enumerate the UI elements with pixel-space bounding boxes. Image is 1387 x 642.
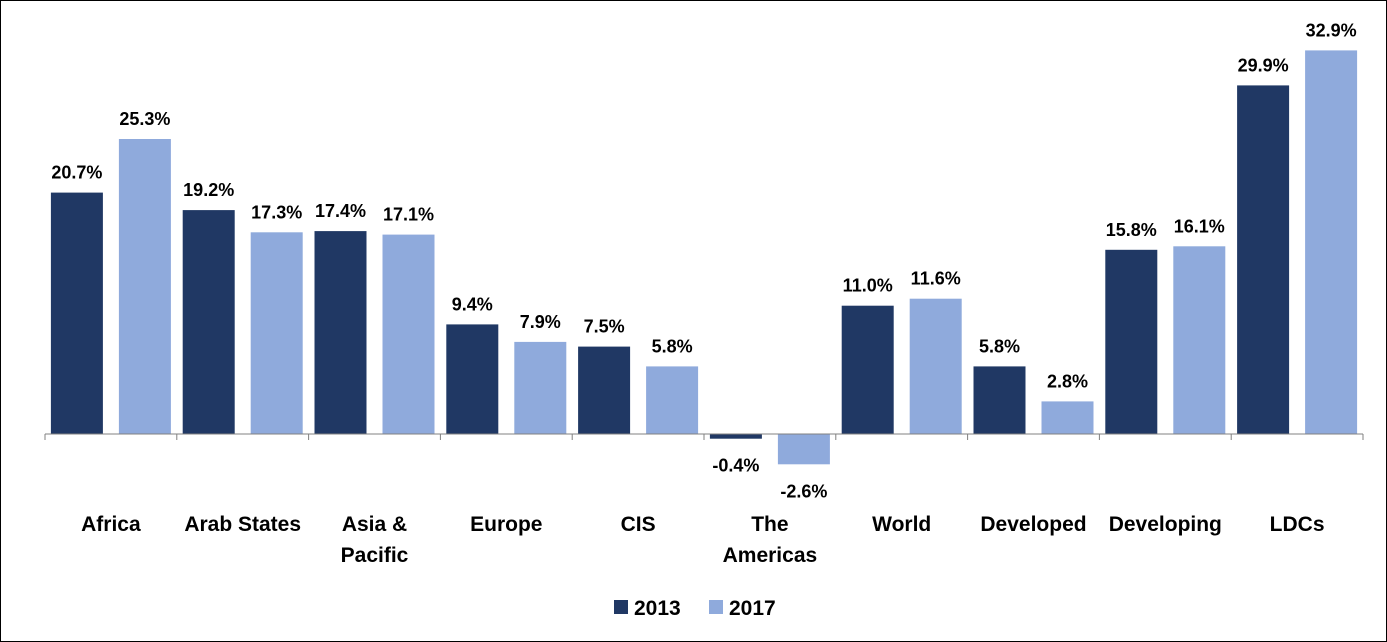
bar-2013-0 bbox=[50, 192, 103, 434]
bar-labels-group: 20.7% 25.3% 19.2% 17.3% 17.4% 17.1% 9.4% 7.9% 7.… bbox=[51, 20, 1356, 501]
bar-2013-9 bbox=[1237, 85, 1290, 435]
category-label-5: The Americas bbox=[723, 513, 818, 567]
category-label-7: Developed bbox=[980, 513, 1086, 536]
bar-2013-7 bbox=[973, 366, 1026, 434]
data-label-2013-1: 19.2% bbox=[183, 180, 234, 200]
data-label-2013-7: 5.8% bbox=[979, 336, 1020, 356]
data-label-2017-6: 11.6% bbox=[911, 269, 961, 289]
data-label-2013-9: 29.9% bbox=[1238, 55, 1289, 75]
category-label-9: LDCs bbox=[1270, 513, 1325, 536]
bar-2013-8 bbox=[1105, 249, 1158, 434]
legend-swatch-2013 bbox=[614, 600, 628, 614]
data-label-2013-5: -0.4% bbox=[712, 456, 759, 476]
category-label-1: Arab States bbox=[184, 513, 301, 536]
data-label-2017-2: 17.1% bbox=[383, 205, 434, 225]
data-label-2017-7: 2.8% bbox=[1047, 371, 1088, 391]
bar-2017-5 bbox=[777, 434, 830, 465]
bar-2017-7 bbox=[1041, 401, 1094, 434]
category-label-4: CIS bbox=[621, 513, 656, 536]
x-axis bbox=[44, 433, 1364, 440]
bar-2017-9 bbox=[1305, 50, 1358, 435]
data-label-2017-0: 25.3% bbox=[119, 109, 170, 129]
legend: 2013 2017 bbox=[614, 597, 776, 620]
bar-2017-6 bbox=[909, 298, 962, 434]
data-label-2013-0: 20.7% bbox=[51, 163, 102, 183]
category-label-0: Africa bbox=[81, 513, 141, 536]
data-label-2013-8: 15.8% bbox=[1106, 220, 1157, 240]
data-label-2013-3: 9.4% bbox=[452, 294, 493, 314]
bar-2013-5 bbox=[709, 434, 762, 439]
legend-label-2013: 2013 bbox=[634, 597, 681, 620]
category-label-2: Asia & Pacific bbox=[341, 513, 409, 567]
bar-2017-4 bbox=[646, 366, 699, 434]
data-label-2013-4: 7.5% bbox=[584, 317, 625, 337]
data-label-2013-2: 17.4% bbox=[315, 201, 366, 221]
category-label-8: Developing bbox=[1109, 513, 1222, 536]
bar-2013-4 bbox=[578, 346, 631, 434]
bars-group bbox=[50, 50, 1358, 465]
bar-2013-2 bbox=[314, 231, 367, 434]
bar-2017-0 bbox=[118, 139, 171, 434]
category-label-6: World bbox=[872, 513, 931, 536]
data-label-2017-3: 7.9% bbox=[520, 312, 561, 332]
data-label-2017-1: 17.3% bbox=[251, 202, 302, 222]
bar-2013-3 bbox=[446, 324, 499, 434]
bar-2017-3 bbox=[514, 341, 567, 434]
bar-2017-1 bbox=[250, 232, 303, 434]
category-label-3: Europe bbox=[470, 513, 542, 536]
data-label-2013-6: 11.0% bbox=[843, 276, 893, 296]
data-label-2017-9: 32.9% bbox=[1306, 20, 1357, 40]
category-labels-group: Africa Arab States Asia & Pacific Europe CIS T… bbox=[81, 513, 1324, 567]
legend-label-2017: 2017 bbox=[729, 597, 776, 620]
bar-2013-6 bbox=[841, 305, 894, 434]
bar-2017-8 bbox=[1173, 246, 1226, 434]
legend-swatch-2017 bbox=[709, 600, 723, 614]
bar-2013-1 bbox=[182, 210, 235, 434]
data-label-2017-4: 5.8% bbox=[652, 336, 693, 356]
data-label-2017-5: -2.6% bbox=[780, 481, 827, 501]
data-label-2017-8: 16.1% bbox=[1174, 216, 1225, 236]
bar-2017-2 bbox=[382, 234, 435, 434]
